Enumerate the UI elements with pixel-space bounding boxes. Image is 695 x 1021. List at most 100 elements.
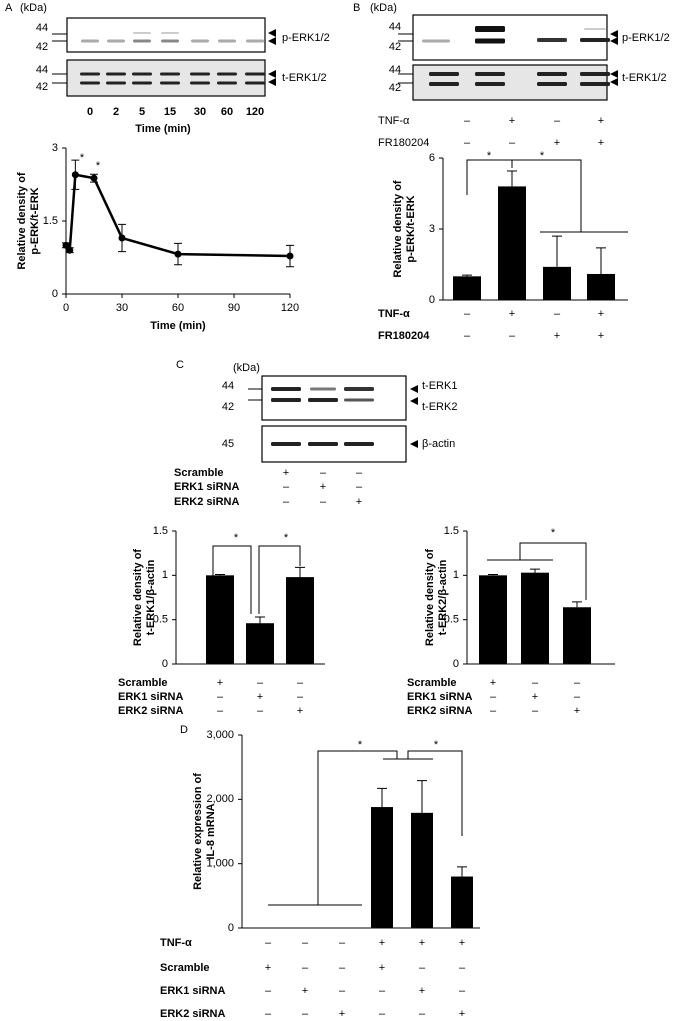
band — [344, 398, 374, 402]
condition-mark: + — [598, 115, 604, 127]
condition-label: ERK1 siRNA — [407, 691, 472, 703]
band — [107, 39, 125, 43]
band-label: p-ERK1/2 — [622, 32, 670, 44]
point — [62, 241, 70, 249]
band — [133, 32, 151, 34]
y-tick-label: 3 — [429, 223, 435, 235]
condition-mark: – — [379, 985, 386, 997]
marker-tick — [52, 33, 67, 84]
condition-mark: + — [302, 985, 308, 997]
condition-mark: – — [283, 496, 290, 508]
condition-label: FR180204 — [378, 137, 429, 149]
condition-label: ERK2 siRNA — [174, 496, 239, 508]
bar — [246, 623, 274, 664]
marker: 42 — [36, 81, 48, 93]
condition-mark: – — [419, 1008, 426, 1020]
band — [580, 72, 610, 76]
band — [190, 72, 210, 76]
condition-mark: + — [532, 691, 538, 703]
band — [422, 39, 450, 43]
condition-mark: – — [490, 705, 497, 717]
band — [271, 398, 301, 402]
panel-label: D — [180, 724, 188, 736]
marker: 42 — [36, 41, 48, 53]
band — [217, 81, 237, 85]
condition-mark: + — [459, 1008, 465, 1020]
bracket — [487, 542, 587, 600]
bracket — [268, 750, 463, 906]
band — [161, 39, 179, 43]
error-bar — [572, 601, 582, 608]
marker: 45 — [222, 438, 234, 450]
y-tick-label: 1.5 — [153, 525, 168, 537]
condition-mark: + — [339, 1008, 345, 1020]
lane-label: 30 — [194, 106, 206, 118]
marker-tick — [398, 33, 413, 84]
band — [429, 72, 459, 76]
condition-mark: – — [257, 677, 264, 689]
band — [190, 81, 210, 85]
condition-mark: – — [464, 330, 471, 342]
condition-label: TNF-α — [160, 937, 192, 949]
annotation: * — [96, 160, 101, 172]
blot-box — [412, 14, 608, 61]
y-tick-label: 0 — [453, 658, 459, 670]
y-axis-label: Relative expression of — [192, 773, 204, 890]
y-axis-label: p-ERK/t-ERK — [405, 195, 417, 262]
annotation: * — [80, 152, 85, 164]
annotation: * — [284, 532, 289, 544]
condition-mark: – — [257, 705, 264, 717]
condition-mark: + — [320, 481, 326, 493]
y-tick-label: 1,000 — [206, 858, 234, 870]
condition-label: TNF-α — [378, 308, 410, 320]
lane-label: 0 — [87, 106, 93, 118]
condition-label: Scramble — [118, 677, 168, 689]
band — [106, 72, 126, 76]
annotation: * — [234, 532, 239, 544]
x-tick-label: 30 — [116, 302, 128, 314]
bracket — [466, 159, 628, 233]
x-tick-label: 0 — [63, 302, 69, 314]
condition-label: Scramble — [407, 677, 457, 689]
y-tick-label: 6 — [429, 152, 435, 164]
y-axis-label: Relative density of — [132, 549, 144, 647]
marker: 44 — [36, 22, 48, 34]
point — [286, 252, 294, 260]
y-tick-label: 0 — [162, 658, 168, 670]
condition-mark: + — [257, 691, 263, 703]
error-bar — [596, 247, 606, 274]
condition-mark: + — [356, 496, 362, 508]
error-bar — [295, 566, 305, 578]
lane-label: 2 — [113, 106, 119, 118]
condition-mark: – — [356, 467, 363, 479]
y-axis-label: Relative density of — [16, 172, 28, 270]
condition-label: ERK1 siRNA — [160, 985, 225, 997]
condition-mark: – — [297, 677, 304, 689]
y-axis-label: p-ERK/t-ERK — [29, 187, 41, 254]
band-label: t-ERK2 — [422, 401, 457, 413]
band — [218, 39, 236, 43]
band — [81, 39, 99, 43]
bar — [563, 607, 591, 664]
band — [133, 39, 151, 43]
condition-label: FR180204 — [378, 330, 430, 342]
condition-label: ERK2 siRNA — [118, 705, 183, 717]
arrowhead — [268, 70, 276, 86]
bar — [543, 266, 571, 300]
condition-mark: + — [459, 937, 465, 949]
annotation: * — [540, 150, 545, 162]
condition-mark: + — [297, 705, 303, 717]
band — [217, 72, 237, 76]
band — [132, 81, 152, 85]
band — [80, 72, 100, 76]
error-bar — [457, 866, 467, 877]
x-tick-label: 120 — [281, 302, 299, 314]
point — [118, 234, 126, 242]
band — [161, 32, 179, 34]
band — [245, 72, 265, 76]
y-tick-label: 1.5 — [43, 215, 58, 227]
y-tick-label: 0.5 — [444, 614, 459, 626]
arrowhead — [410, 385, 418, 448]
bar — [206, 575, 234, 664]
